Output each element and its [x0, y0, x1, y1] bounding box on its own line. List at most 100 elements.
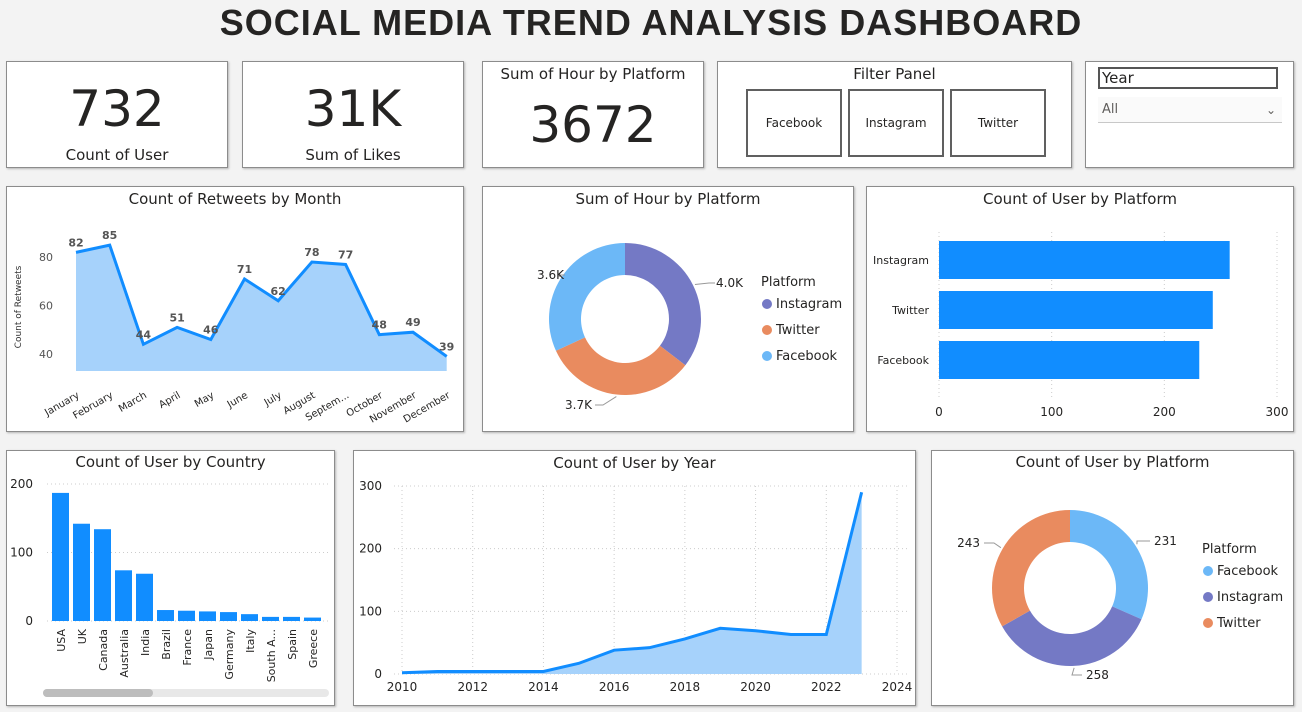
users-donut-card: Count of User by Platform 231 258 243 Platf…	[931, 450, 1294, 706]
platform-bar	[939, 341, 1200, 379]
hours-donut-chart: 4.0K 3.7K 3.6K Platform Instagram Twitter Face…	[537, 243, 842, 412]
retweets-x-tick: April	[157, 390, 182, 411]
country-x-tick: Italy	[244, 629, 257, 653]
kpi-likes-value: 31K	[304, 80, 402, 138]
year-slicer-label: Year	[1098, 67, 1278, 89]
year-line	[401, 491, 864, 675]
users-donut-data-label: 258	[1086, 668, 1109, 682]
users-donut-leader-line	[1071, 667, 1082, 676]
retweets-line	[75, 243, 448, 358]
users-donut-legend-label: Instagram	[1217, 590, 1283, 605]
retweets-data-label: 46	[203, 323, 219, 336]
country-x-tick: India	[139, 629, 152, 656]
retweets-data-label: 48	[372, 319, 387, 332]
users-donut-slice	[992, 510, 1070, 627]
hours-donut-leader-line	[694, 282, 715, 285]
chevron-down-icon[interactable]: ⌄	[1265, 103, 1276, 117]
users-donut-data-label: 243	[957, 536, 980, 550]
year-y-tick: 0	[374, 667, 382, 681]
year-chart: 0 100 200 300 2010 2012 2014 2016 2018 2020 2022 20…	[359, 479, 912, 694]
retweets-data-label: 85	[102, 229, 117, 242]
hours-donut-legend-marker	[762, 299, 772, 309]
year-dropdown[interactable]: All ⌄	[1098, 97, 1282, 123]
platform-bar-title: Count of User by Platform	[983, 190, 1177, 208]
retweets-data-label: 78	[304, 246, 319, 259]
country-bar	[94, 529, 111, 621]
year-chart-title: Count of User by Year	[553, 454, 716, 472]
retweets-area	[76, 245, 447, 371]
kpi-hours-title: Sum of Hour by Platform	[500, 65, 686, 83]
country-bar	[220, 612, 237, 621]
country-scrollbar[interactable]	[43, 689, 329, 697]
country-bar	[178, 610, 195, 621]
platform-bar	[939, 241, 1230, 279]
filter-button-facebook[interactable]: Facebook	[746, 89, 842, 157]
country-chart-title: Count of User by Country	[75, 453, 266, 471]
users-donut-data-label: 231	[1154, 534, 1177, 548]
hours-donut-card: Sum of Hour by Platform 4.0K 3.7K 3.6K Plat…	[482, 186, 854, 432]
country-x-tick: South A...	[265, 629, 278, 682]
users-donut-slice	[1070, 510, 1148, 620]
users-donut-legend-marker	[1203, 592, 1213, 602]
country-x-tick: Japan	[202, 629, 215, 661]
retweets-chart: Count of Retweets 40608082January85Febru…	[14, 229, 454, 426]
users-donut-legend-marker	[1203, 566, 1213, 576]
year-area	[402, 492, 862, 674]
country-chart-card: Count of User by Country 0 100 200 USA UK Can…	[6, 450, 335, 706]
country-bar	[199, 611, 216, 621]
hours-donut-slice	[549, 243, 625, 351]
retweets-x-tick: July	[262, 390, 284, 409]
platform-bar-x-tick: 300	[1266, 405, 1289, 419]
country-y-tick: 100	[10, 546, 33, 560]
kpi-card-likes: 31K Sum of Likes	[242, 61, 464, 168]
country-bar	[262, 616, 279, 621]
country-x-tick: USA	[55, 629, 68, 652]
year-y-tick: 100	[359, 604, 382, 618]
hours-donut-legend-label: Instagram	[776, 297, 842, 312]
hours-donut-legend-label: Facebook	[776, 349, 838, 364]
hours-donut-data-label: 3.7K	[565, 398, 593, 412]
hours-donut-slice	[625, 243, 701, 366]
year-x-tick: 2012	[457, 680, 488, 694]
retweets-data-label: 51	[169, 311, 184, 324]
kpi-card-hours: Sum of Hour by Platform 3672	[482, 61, 704, 168]
retweets-x-tick: May	[193, 390, 216, 410]
platform-bar-x-tick: 200	[1153, 405, 1176, 419]
filter-button-instagram[interactable]: Instagram	[848, 89, 944, 157]
retweets-data-label: 71	[237, 263, 252, 276]
users-donut-legend-label: Facebook	[1217, 564, 1279, 579]
year-x-tick: 2022	[811, 680, 842, 694]
hours-donut-leader-line	[595, 396, 617, 406]
kpi-hours-value: 3672	[529, 96, 657, 154]
country-x-tick: Greece	[307, 629, 320, 668]
platform-bar	[939, 291, 1213, 329]
country-bar	[241, 614, 258, 621]
country-y-tick: 200	[10, 477, 33, 491]
kpi-likes-label: Sum of Likes	[305, 146, 401, 164]
country-bar	[73, 523, 90, 621]
filter-panel: Filter Panel Facebook Instagram Twitter	[717, 61, 1072, 168]
hours-donut-slice	[555, 337, 686, 395]
country-x-tick: Brazil	[160, 629, 173, 660]
year-dropdown-value: All	[1102, 102, 1119, 117]
country-chart: 0 100 200 USA UK Canada Australia India Brazil Fr…	[10, 477, 329, 682]
year-y-tick: 300	[359, 479, 382, 493]
hours-donut-leader-line	[558, 274, 565, 277]
platform-bar-x-tick: 0	[935, 405, 943, 419]
filter-button-twitter[interactable]: Twitter	[950, 89, 1046, 157]
users-donut-leader-line	[1136, 540, 1150, 545]
year-y-tick: 200	[359, 542, 382, 556]
platform-bar-label: Facebook	[877, 354, 929, 367]
retweets-y-tick: 60	[39, 300, 53, 313]
year-chart-card: Count of User by Year 0 100 200 300 2010 2012…	[353, 450, 916, 706]
users-donut-leader-line	[984, 542, 1002, 549]
retweets-x-tick: March	[117, 390, 149, 415]
hours-donut-data-label: 3.6K	[537, 268, 565, 282]
country-scrollbar-thumb[interactable]	[43, 689, 153, 697]
year-x-tick: 2018	[670, 680, 701, 694]
country-bar	[115, 570, 132, 621]
retweets-data-label: 39	[439, 340, 454, 353]
hours-donut-data-label: 4.0K	[716, 276, 744, 290]
kpi-card-users: 732 Count of User	[6, 61, 228, 168]
users-donut-slice	[1002, 606, 1142, 666]
